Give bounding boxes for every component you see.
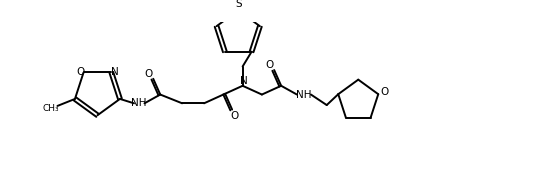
Text: CH₃: CH₃ [43, 104, 59, 113]
Text: N: N [111, 67, 119, 77]
Text: NH: NH [296, 90, 312, 100]
Text: O: O [145, 68, 153, 78]
Text: O: O [266, 60, 274, 70]
Text: S: S [235, 0, 241, 9]
Text: NH: NH [132, 98, 147, 108]
Text: O: O [76, 67, 84, 77]
Text: N: N [240, 75, 248, 85]
Text: O: O [230, 111, 239, 121]
Text: O: O [380, 88, 388, 97]
